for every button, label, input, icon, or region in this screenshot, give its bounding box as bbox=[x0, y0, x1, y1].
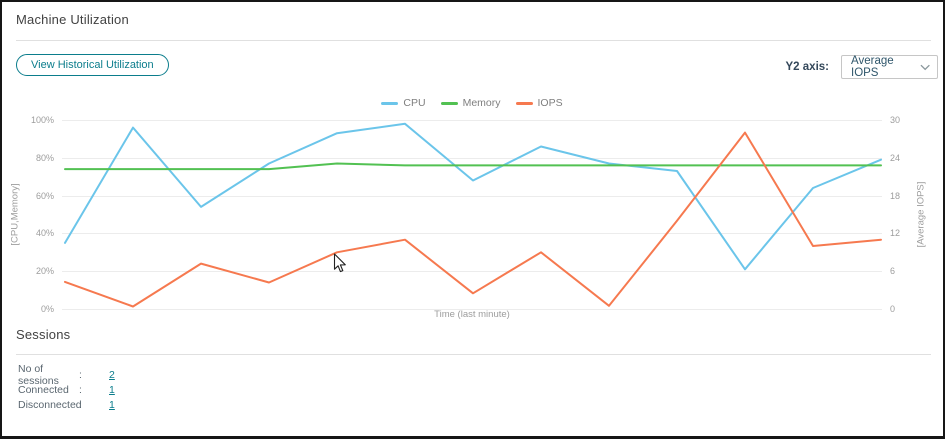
y2-tick-label: 30 bbox=[890, 115, 901, 125]
session-row-separator: : bbox=[79, 368, 82, 381]
chart-legend: CPU Memory IOPS bbox=[62, 97, 882, 109]
y1-tick-label: 0% bbox=[40, 304, 54, 314]
y1-tick-label: 60% bbox=[35, 190, 54, 201]
gridline bbox=[62, 195, 882, 197]
legend-item-memory: Memory bbox=[440, 97, 501, 109]
session-row: Connected: 1 bbox=[18, 382, 115, 397]
session-count-link[interactable]: 1 bbox=[109, 383, 115, 396]
y2-tick-label: 6 bbox=[890, 266, 896, 277]
gridline bbox=[62, 271, 882, 273]
y2-axis-select[interactable]: Average IOPS bbox=[841, 55, 938, 79]
gridline bbox=[62, 309, 882, 310]
y1-tick-label: 20% bbox=[35, 266, 54, 277]
session-row-separator: : bbox=[79, 398, 82, 411]
chart-series-lines bbox=[64, 122, 882, 308]
y1-axis-title: [CPU,Memory] bbox=[9, 183, 21, 246]
series-line-iops bbox=[64, 131, 882, 308]
session-row-separator: : bbox=[79, 383, 82, 396]
session-row-label: Disconnected bbox=[18, 398, 82, 411]
session-row-label: No of sessions bbox=[18, 362, 59, 387]
session-row-value: 1 bbox=[109, 399, 115, 411]
y2-tick-label: 24 bbox=[890, 152, 901, 163]
sessions-list: No of sessions:2 Connected:1 Disconnected:… bbox=[18, 363, 115, 412]
gridline bbox=[62, 120, 882, 121]
session-count-link[interactable]: 2 bbox=[109, 368, 115, 381]
y2-axis-ticks: 30 24 18 12 6 0 bbox=[890, 115, 930, 314]
session-count-link[interactable]: 1 bbox=[109, 398, 115, 411]
page-title: Machine Utilization bbox=[16, 12, 129, 27]
sessions-divider bbox=[16, 354, 931, 355]
y2-axis-selected-value: Average IOPS bbox=[851, 55, 894, 79]
legend-item-iops: IOPS bbox=[515, 97, 563, 109]
y1-tick-label: 100% bbox=[30, 115, 54, 125]
series-line-memory bbox=[64, 162, 882, 171]
x-axis-title: Time (last minute) bbox=[434, 309, 510, 320]
chevron-down-icon bbox=[920, 64, 930, 70]
y2-tick-label: 12 bbox=[890, 228, 901, 239]
view-historical-utilization-button[interactable]: View Historical Utilization bbox=[16, 54, 169, 76]
header-divider bbox=[16, 40, 931, 41]
y2-axis-title: [Average IOPS] bbox=[915, 181, 927, 248]
session-row: Disconnected: 1 bbox=[18, 397, 115, 412]
legend-swatch-cpu bbox=[381, 101, 399, 105]
series-line-cpu bbox=[64, 122, 882, 271]
gridline bbox=[62, 233, 882, 235]
y1-tick-label: 80% bbox=[35, 152, 54, 163]
y2-tick-label: 18 bbox=[890, 190, 901, 201]
y2-axis-label: Y2 axis: bbox=[785, 61, 829, 73]
y2-axis-control: Y2 axis: Average IOPS bbox=[786, 55, 938, 79]
session-row-value: 1 bbox=[109, 384, 115, 396]
legend-item-cpu: CPU bbox=[381, 97, 426, 109]
gridline bbox=[62, 157, 882, 159]
y1-tick-label: 40% bbox=[35, 228, 54, 239]
mouse-cursor-icon bbox=[333, 253, 346, 273]
utilization-chart bbox=[62, 120, 882, 310]
legend-swatch-iops bbox=[515, 101, 533, 105]
session-row-label: Connected bbox=[18, 383, 69, 396]
y1-axis-ticks: 100% 80% 60% 40% 20% 0% bbox=[2, 115, 54, 314]
legend-label: CPU bbox=[403, 97, 426, 109]
legend-label: IOPS bbox=[537, 97, 563, 109]
sessions-title: Sessions bbox=[16, 327, 71, 342]
legend-label: Memory bbox=[462, 97, 501, 109]
session-row-value: 2 bbox=[109, 369, 115, 381]
session-row: No of sessions: 2 bbox=[18, 363, 115, 387]
legend-swatch-memory bbox=[440, 101, 458, 105]
y2-tick-label: 0 bbox=[890, 304, 896, 314]
